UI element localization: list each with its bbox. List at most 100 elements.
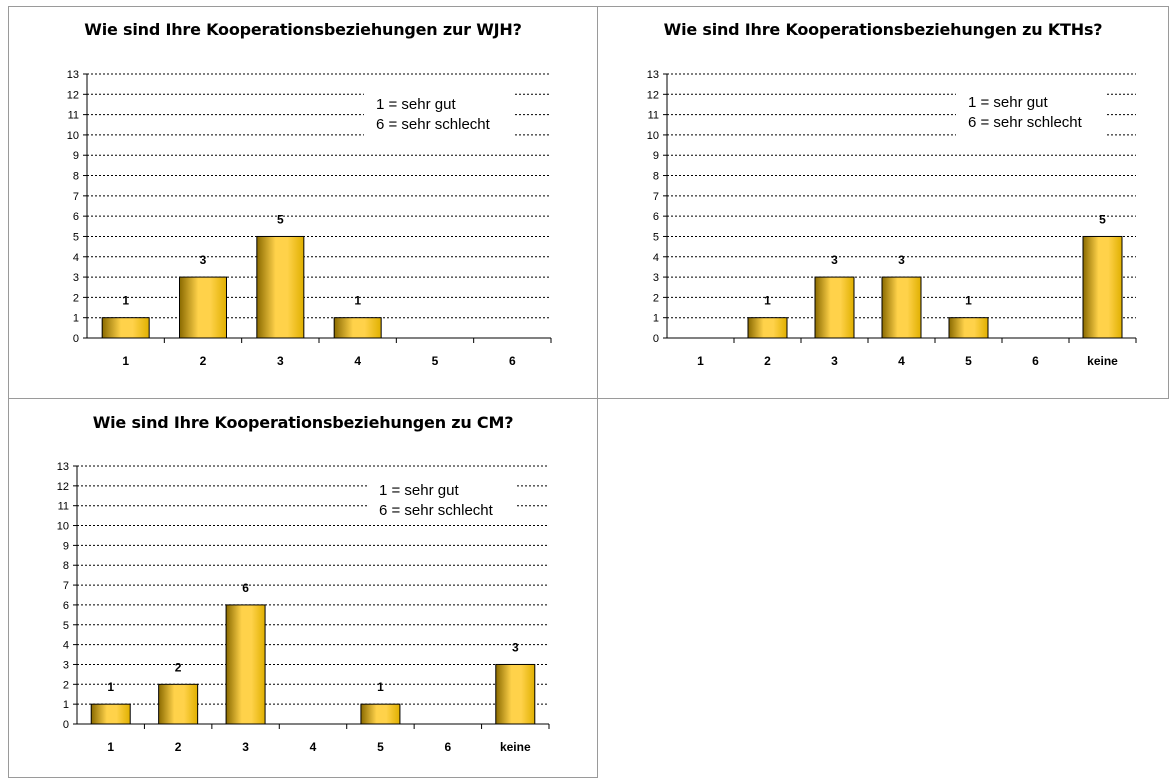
y-tick-label: 10	[647, 130, 659, 142]
x-tick-label: 4	[898, 354, 905, 368]
data-label: 1	[354, 294, 361, 308]
x-tick-label: 6	[445, 740, 452, 754]
y-tick-label: 4	[73, 252, 79, 264]
annotation-text: 1 = sehr gut	[376, 96, 456, 113]
x-tick-label: 3	[242, 740, 249, 754]
bar	[1082, 235, 1123, 339]
y-tick-label: 6	[63, 600, 69, 612]
y-tick-label: 5	[63, 620, 69, 632]
data-label: 1	[122, 294, 129, 308]
y-tick-label: 3	[653, 272, 659, 284]
chart-panel-kths: Wie sind Ihre Kooperationsbeziehungen zu…	[597, 6, 1169, 399]
x-tick-label: 5	[432, 354, 439, 368]
annotation-text: 6 = sehr schlecht	[968, 114, 1083, 131]
data-label: 3	[512, 640, 519, 654]
y-tick-label: 0	[73, 333, 79, 345]
y-tick-label: 7	[73, 191, 79, 203]
bar	[881, 276, 922, 339]
y-tick-label: 2	[63, 679, 69, 691]
x-tick-label: 6	[1032, 354, 1039, 368]
y-tick-label: 13	[57, 461, 69, 473]
data-label: 1	[764, 294, 771, 308]
y-tick-label: 2	[653, 292, 659, 304]
chart-title: Wie sind Ihre Kooperationsbeziehungen zu…	[92, 413, 514, 432]
chart-title: Wie sind Ihre Kooperationsbeziehungen zu…	[84, 20, 522, 39]
bar	[747, 317, 788, 339]
bar	[814, 276, 855, 339]
annotation-text: 6 = sehr schlecht	[376, 116, 491, 133]
x-tick-label: 1	[122, 354, 129, 368]
y-tick-label: 5	[653, 231, 659, 243]
bar	[256, 235, 305, 339]
annotation-text: 6 = sehr schlecht	[379, 502, 494, 519]
y-tick-label: 6	[653, 211, 659, 223]
y-tick-label: 10	[67, 130, 79, 142]
data-label: 6	[242, 581, 249, 595]
bar	[101, 317, 150, 339]
x-tick-label: 4	[310, 740, 317, 754]
y-tick-label: 10	[57, 521, 69, 533]
y-tick-label: 2	[73, 292, 79, 304]
data-label: 3	[831, 253, 838, 267]
annotation-text: 1 = sehr gut	[379, 482, 459, 499]
annotation-box	[367, 477, 517, 525]
y-tick-label: 9	[653, 150, 659, 162]
chart-panel-cm: Wie sind Ihre Kooperationsbeziehungen zu…	[8, 398, 598, 778]
y-tick-label: 8	[63, 560, 69, 572]
y-tick-label: 5	[73, 231, 79, 243]
data-label: 1	[377, 680, 384, 694]
y-tick-label: 11	[68, 110, 79, 122]
data-label: 1	[965, 294, 972, 308]
y-tick-label: 3	[63, 659, 69, 671]
y-tick-label: 1	[653, 313, 659, 325]
y-tick-label: 13	[67, 69, 79, 81]
data-label: 5	[1099, 212, 1106, 226]
x-tick-label: 3	[277, 354, 284, 368]
bar	[948, 317, 989, 339]
y-tick-label: 1	[63, 699, 69, 711]
data-label: 5	[277, 212, 284, 226]
bar	[333, 317, 382, 339]
bar	[158, 683, 199, 725]
y-tick-label: 13	[647, 69, 659, 81]
bar	[225, 604, 266, 725]
x-tick-label: 2	[200, 354, 207, 368]
x-tick-label: 1	[107, 740, 114, 754]
x-tick-label: 4	[354, 354, 361, 368]
bar	[90, 703, 131, 725]
y-tick-label: 8	[653, 171, 659, 183]
y-tick-label: 12	[647, 89, 659, 101]
x-tick-label: 3	[831, 354, 838, 368]
annotation-text: 1 = sehr gut	[968, 94, 1048, 111]
y-tick-label: 4	[653, 252, 659, 264]
data-label: 2	[175, 660, 182, 674]
y-tick-label: 9	[63, 540, 69, 552]
data-label: 1	[107, 680, 114, 694]
y-tick-label: 0	[63, 719, 69, 731]
x-tick-label: 6	[509, 354, 516, 368]
y-tick-label: 12	[67, 89, 79, 101]
y-tick-label: 6	[73, 211, 79, 223]
bar	[360, 703, 401, 725]
x-tick-label: 5	[965, 354, 972, 368]
chart-panel-wjh: Wie sind Ihre Kooperationsbeziehungen zu…	[8, 6, 598, 399]
annotation-box	[956, 89, 1106, 137]
y-tick-label: 0	[653, 333, 659, 345]
bar	[179, 276, 227, 339]
bar	[495, 663, 536, 725]
y-tick-label: 4	[63, 640, 69, 652]
y-tick-label: 8	[73, 171, 79, 183]
x-tick-label: keine	[500, 740, 531, 754]
y-tick-label: 7	[63, 580, 69, 592]
data-label: 3	[200, 253, 207, 267]
x-tick-label: 5	[377, 740, 384, 754]
y-tick-label: 9	[73, 150, 79, 162]
y-tick-label: 11	[58, 501, 69, 513]
chart-title: Wie sind Ihre Kooperationsbeziehungen zu…	[663, 20, 1103, 39]
data-label: 3	[898, 253, 905, 267]
y-tick-label: 3	[73, 272, 79, 284]
x-tick-label: keine	[1087, 354, 1118, 368]
